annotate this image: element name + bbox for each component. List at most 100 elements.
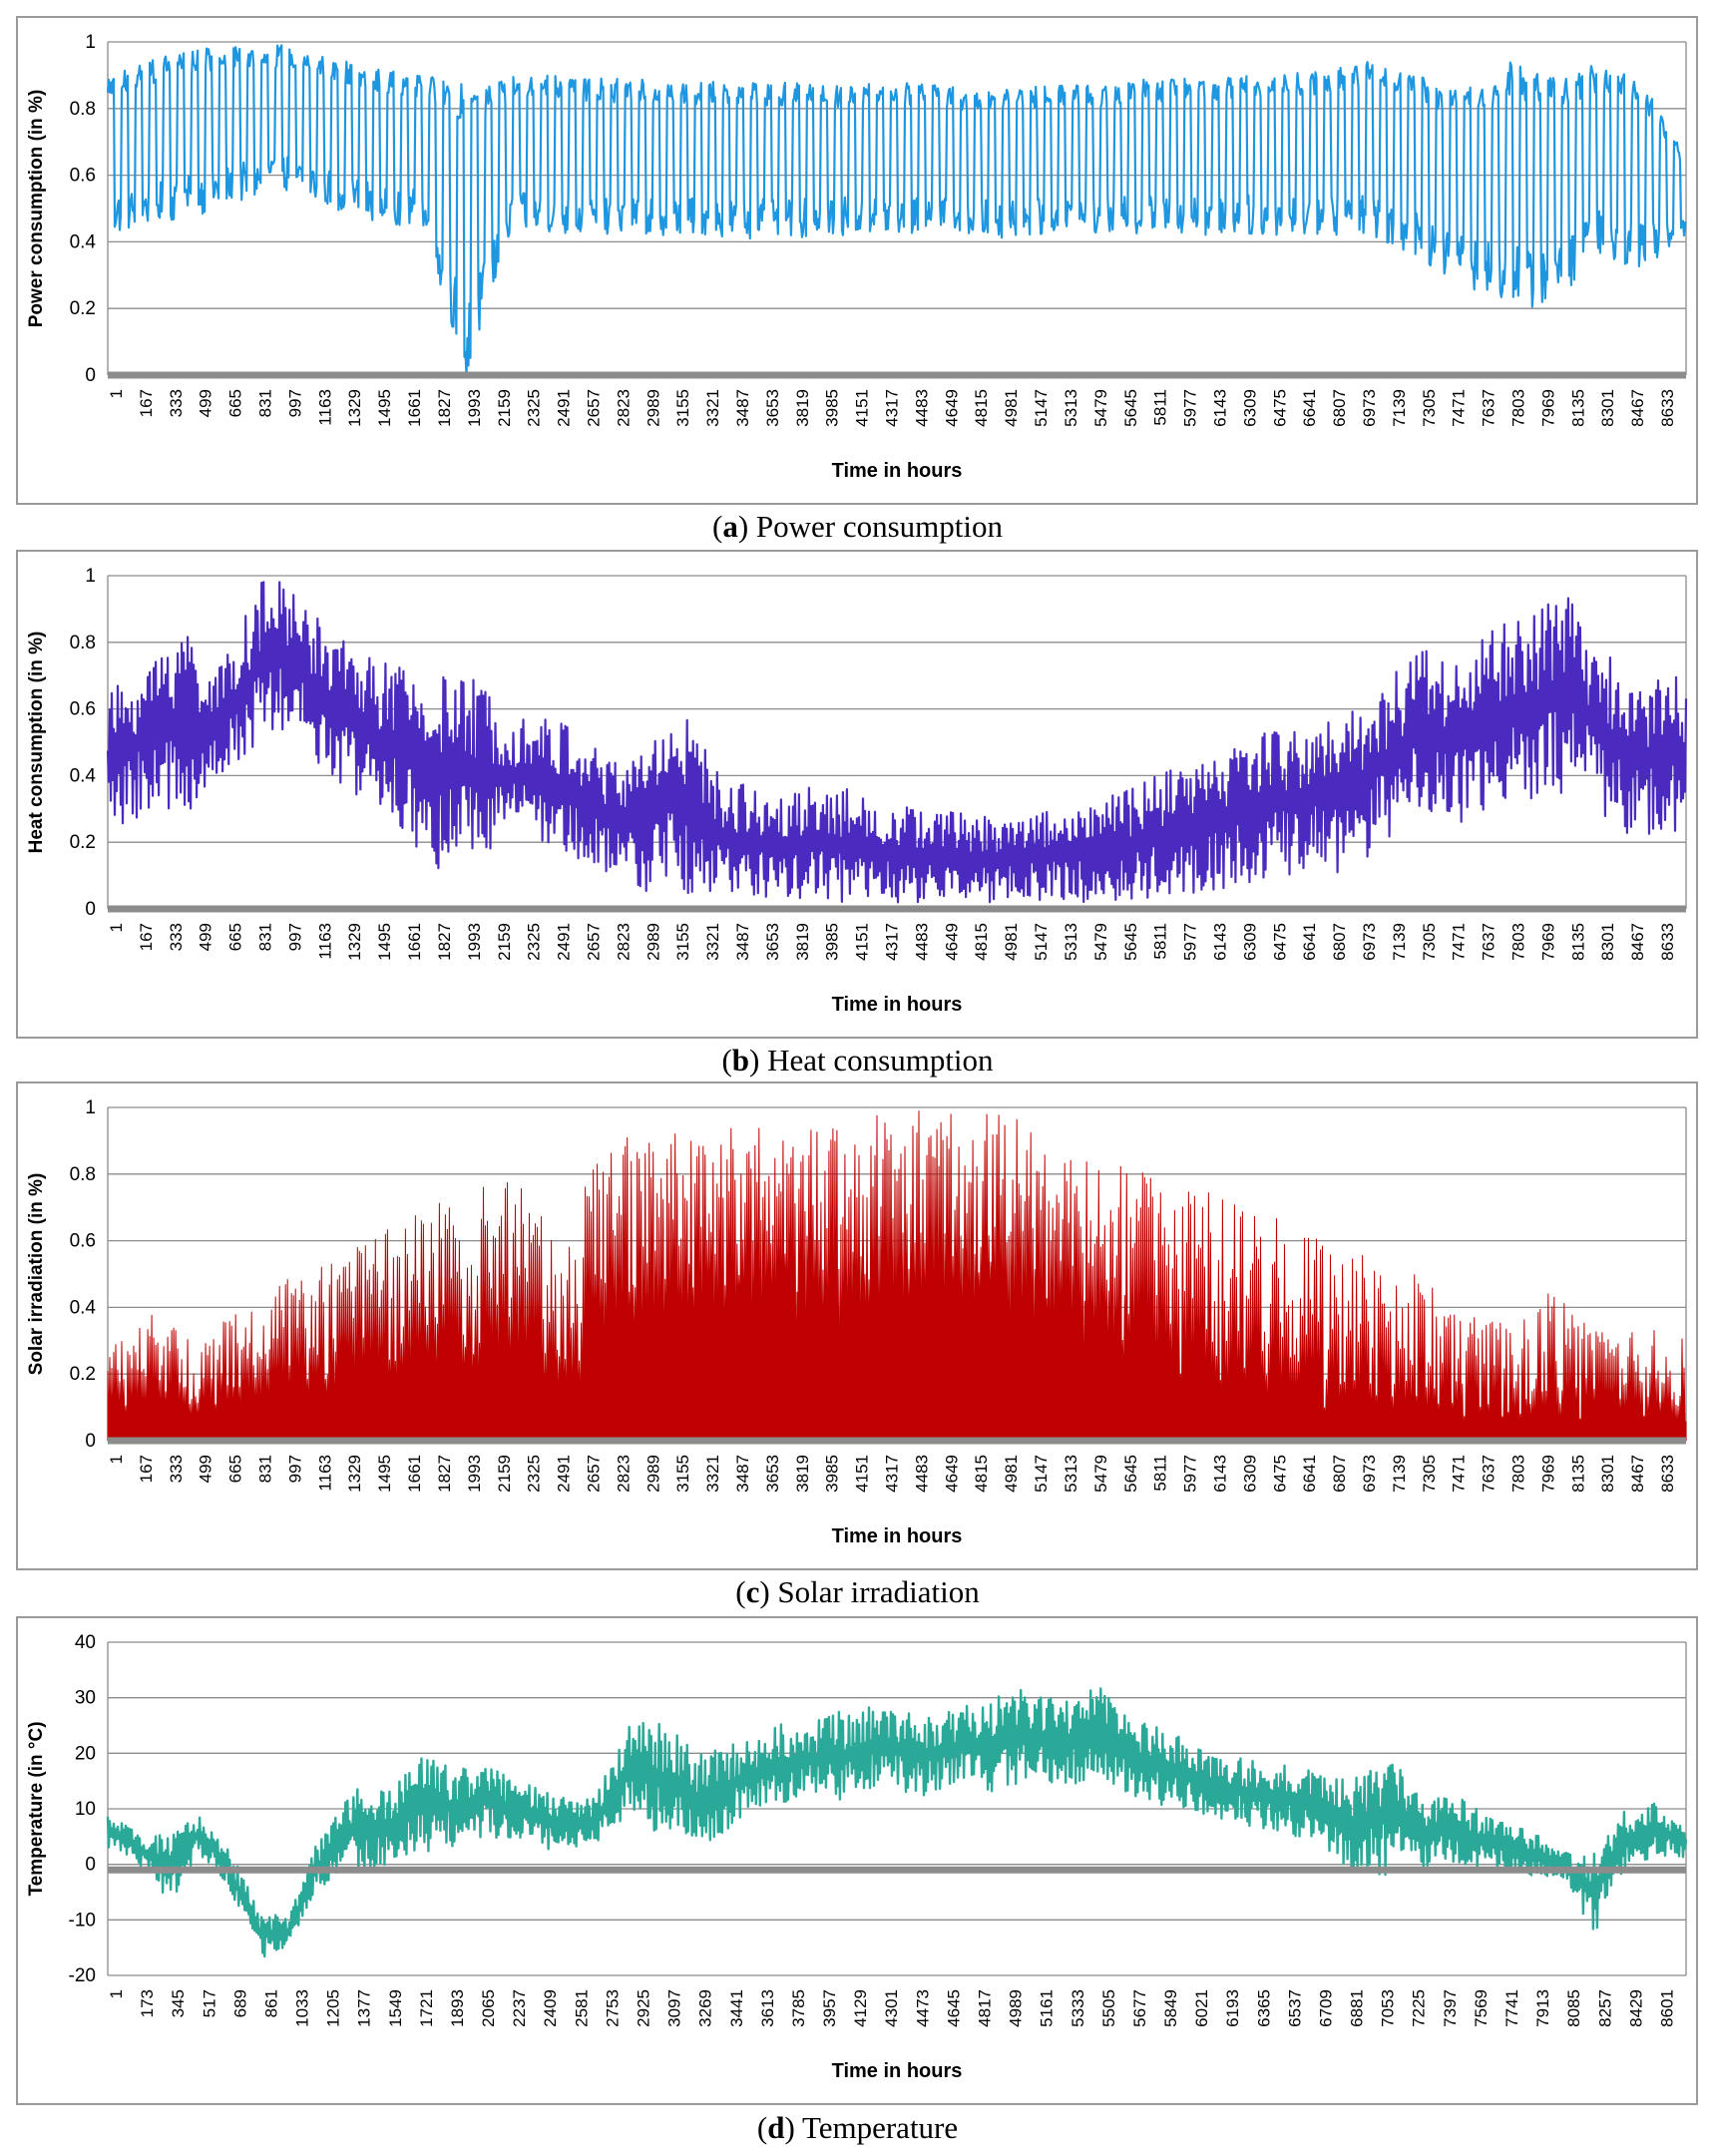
x-tick-label: 7741 bbox=[1502, 1989, 1521, 2027]
x-tick-label: 4317 bbox=[883, 923, 902, 961]
y-tick-label: 1 bbox=[85, 32, 96, 53]
x-tick-label: 1329 bbox=[345, 923, 364, 961]
x-tick-label: 6537 bbox=[1285, 1989, 1304, 2027]
x-tick-label: 7637 bbox=[1480, 923, 1499, 961]
x-tick-label: 4317 bbox=[883, 1455, 902, 1493]
x-tick-label: 1827 bbox=[435, 923, 454, 961]
x-tick-label: 5313 bbox=[1062, 1455, 1080, 1493]
x-tick-label: 1661 bbox=[405, 389, 424, 427]
x-tick-label: 6973 bbox=[1360, 923, 1379, 961]
x-tick-label: 5977 bbox=[1181, 1455, 1200, 1493]
x-axis-title: Time in hours bbox=[832, 1525, 963, 1547]
y-tick-label: 0.8 bbox=[70, 99, 96, 120]
x-tick-label: 5677 bbox=[1130, 1989, 1149, 2027]
x-tick-label: 2159 bbox=[495, 389, 514, 427]
x-tick-label: 167 bbox=[137, 1455, 156, 1483]
x-tick-label: 1 bbox=[107, 1455, 126, 1464]
y-axis-title: Power consumption (in %) bbox=[26, 90, 47, 328]
x-tick-label: 3487 bbox=[733, 389, 752, 427]
x-tick-label: 6475 bbox=[1270, 1455, 1289, 1493]
x-tick-label: 5645 bbox=[1121, 1455, 1140, 1493]
x-tick-label: 499 bbox=[197, 389, 215, 417]
x-tick-label: 8135 bbox=[1568, 389, 1587, 427]
x-tick-label: 1329 bbox=[345, 389, 364, 427]
x-tick-label: 7139 bbox=[1390, 923, 1409, 961]
x-tick-label: 6143 bbox=[1211, 389, 1230, 427]
caption-power: (a) Power consumption bbox=[711, 509, 1004, 544]
y-axis-title: Heat consumption (in %) bbox=[26, 632, 47, 854]
x-tick-label: 5313 bbox=[1062, 389, 1080, 427]
x-tick-label: 1 bbox=[107, 389, 126, 398]
x-tick-label: 6641 bbox=[1300, 1455, 1319, 1493]
y-axis-title: Solar irradiation (in %) bbox=[26, 1173, 47, 1376]
x-tick-label: 3155 bbox=[673, 389, 692, 427]
x-tick-label: 6475 bbox=[1270, 923, 1289, 961]
y-tick-label: 0.4 bbox=[70, 231, 97, 252]
x-tick-label: 6365 bbox=[1254, 1989, 1273, 2027]
x-tick-label: 8467 bbox=[1628, 923, 1647, 961]
x-tick-label: 333 bbox=[167, 1455, 186, 1483]
x-tick-label: 8301 bbox=[1598, 389, 1617, 427]
x-tick-label: 4815 bbox=[972, 1455, 991, 1493]
x-tick-label: 4981 bbox=[1002, 389, 1021, 427]
x-tick-label: 4151 bbox=[853, 1455, 872, 1493]
x-tick-label: 7803 bbox=[1509, 1455, 1528, 1493]
x-tick-label: 3321 bbox=[703, 389, 722, 427]
x-tick-label: 499 bbox=[197, 923, 215, 951]
y-tick-label: 0.4 bbox=[70, 1297, 97, 1318]
x-tick-label: 3155 bbox=[673, 923, 692, 961]
y-tick-label: -20 bbox=[69, 1965, 96, 1986]
x-tick-label: 861 bbox=[261, 1989, 280, 2017]
x-tick-label: 1549 bbox=[386, 1989, 405, 2027]
x-tick-label: 7913 bbox=[1533, 1989, 1552, 2027]
x-tick-label: 2753 bbox=[603, 1989, 622, 2027]
x-tick-label: 4815 bbox=[972, 923, 991, 961]
x-tick-label: 665 bbox=[226, 389, 245, 417]
series-line bbox=[106, 1687, 1688, 1958]
x-tick-label: 8467 bbox=[1628, 389, 1647, 427]
x-tick-label: 7305 bbox=[1420, 923, 1439, 961]
x-tick-label: 831 bbox=[256, 923, 275, 951]
x-tick-label: 5849 bbox=[1161, 1989, 1180, 2027]
x-tick-label: 7803 bbox=[1509, 923, 1528, 961]
x-axis-title: Time in hours bbox=[832, 2060, 963, 2082]
chart-panel-temperature: -20 -10 0 10 20 30 40 1 173 345 517 689 861 1033 1205 1… bbox=[16, 1616, 1698, 2105]
x-tick-label: 4151 bbox=[853, 923, 872, 961]
x-tick-label: 665 bbox=[226, 923, 245, 951]
x-tick-label: 4981 bbox=[1002, 923, 1021, 961]
x-tick-label: 831 bbox=[256, 389, 275, 417]
x-tick-label: 1205 bbox=[324, 1989, 343, 2027]
x-tick-label: 7803 bbox=[1509, 389, 1528, 427]
x-tick-label: 4483 bbox=[912, 1455, 931, 1493]
x-tick-label: 6475 bbox=[1270, 389, 1289, 427]
x-tick-label: 3819 bbox=[793, 389, 812, 427]
x-tick-label: 7305 bbox=[1420, 389, 1439, 427]
x-tick-label: 5479 bbox=[1091, 923, 1110, 961]
x-tick-label: 5313 bbox=[1062, 923, 1080, 961]
x-tick-label: 4645 bbox=[944, 1989, 963, 2027]
y-tick-label: 40 bbox=[75, 1632, 96, 1653]
caption-temperature: (d) Temperature bbox=[756, 2110, 959, 2145]
y-tick-label: 0.8 bbox=[70, 633, 96, 653]
x-tick-label: 2409 bbox=[541, 1989, 560, 2027]
x-tick-label: 1721 bbox=[417, 1989, 436, 2027]
x-tick-label: 3269 bbox=[696, 1989, 715, 2027]
x-tick-label: 5645 bbox=[1121, 923, 1140, 961]
y-tick-label: -10 bbox=[69, 1910, 96, 1931]
y-tick-label: 0.6 bbox=[70, 166, 96, 187]
x-tick-label: 6309 bbox=[1240, 389, 1259, 427]
x-tick-label: 4483 bbox=[912, 923, 931, 961]
x-tick-label: 5811 bbox=[1151, 1455, 1170, 1492]
chart-panel-heat: 0 0.2 0.4 0.6 0.8 1 1 167 333 499 665 831 997 1163 132… bbox=[16, 550, 1698, 1039]
x-tick-label: 8633 bbox=[1658, 389, 1677, 427]
heat-consumption-chart: 0 0.2 0.4 0.6 0.8 1 1 167 333 499 665 831 997 1163 132… bbox=[26, 566, 1688, 1016]
x-tick-label: 1993 bbox=[465, 389, 484, 427]
x-tick-label: 4129 bbox=[851, 1989, 870, 2027]
x-tick-label: 7637 bbox=[1480, 389, 1499, 427]
x-tick-label: 5505 bbox=[1099, 1989, 1118, 2027]
x-tick-label: 3985 bbox=[823, 1455, 842, 1493]
x-tick-label: 2581 bbox=[572, 1989, 591, 2027]
x-tick-label: 3785 bbox=[789, 1989, 808, 2027]
y-tick-label: 0.2 bbox=[70, 298, 96, 319]
x-tick-label: 499 bbox=[197, 1455, 215, 1483]
